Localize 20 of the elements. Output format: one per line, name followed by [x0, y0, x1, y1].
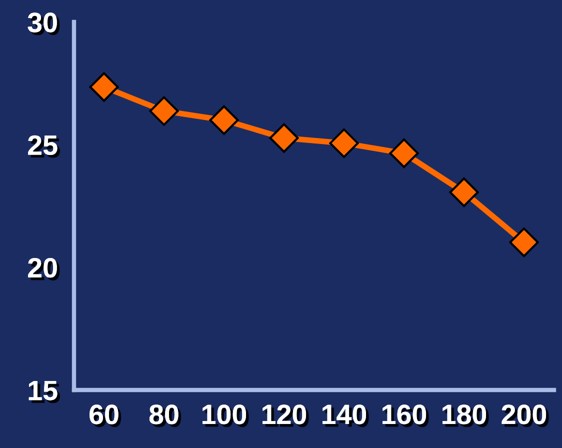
y-tick-label: 25 [28, 135, 60, 158]
x-tick-label: 60 [90, 404, 122, 428]
point [329, 128, 359, 158]
point [389, 138, 419, 168]
x-tick-label: 120 [262, 404, 309, 428]
y-tick-label: 30 [28, 12, 60, 36]
y-tick-label: 20 [28, 258, 60, 280]
x-tick-label: 140 [322, 404, 369, 428]
x-tick-label: 80 [149, 404, 182, 428]
point [149, 96, 179, 126]
x-tick-label: 160 [382, 404, 429, 428]
y-tick-label: 15 [28, 380, 60, 404]
x-tick-label: 100 [202, 404, 249, 428]
point [449, 177, 479, 208]
x-tick-label: 200 [502, 404, 549, 428]
point [509, 228, 539, 258]
point [89, 72, 119, 102]
x-tick-label: 180 [442, 404, 489, 428]
point [209, 105, 239, 135]
point [269, 123, 299, 153]
